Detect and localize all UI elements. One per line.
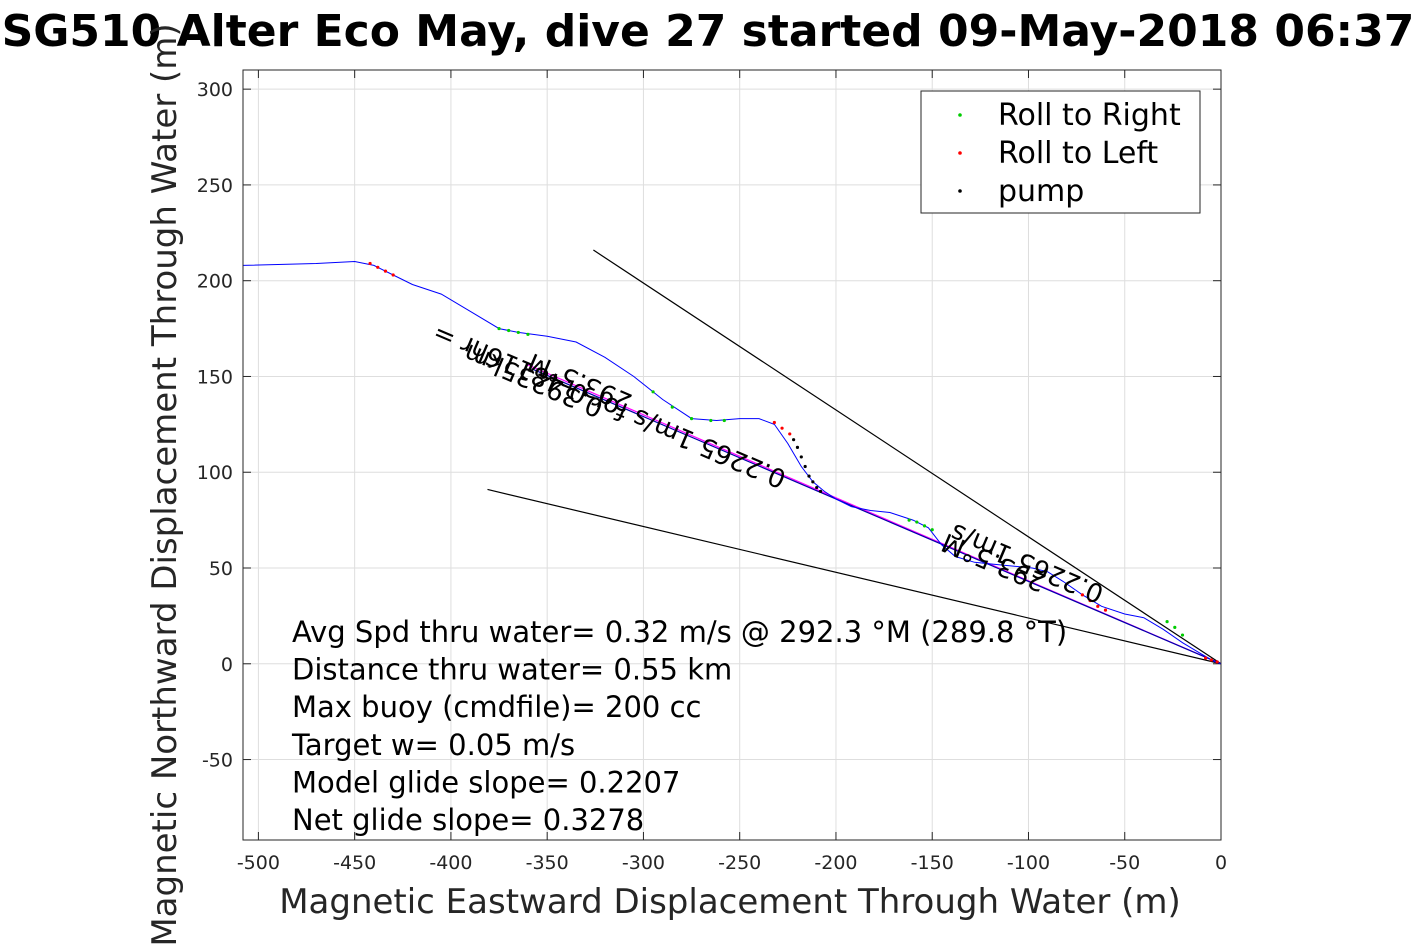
roll-right-point (497, 326, 501, 331)
y-tick-label: 300 (197, 79, 233, 101)
dive-stats: Avg Spd thru water= 0.32 m/s @ 292.3 °M … (291, 615, 1067, 837)
pump-point (815, 485, 819, 490)
roll-right-point (507, 328, 511, 333)
roll-right-point (722, 418, 726, 423)
roll-left-point (368, 261, 372, 266)
roll-right-point (516, 330, 520, 335)
x-tick-label: -250 (718, 852, 761, 874)
roll-right-point (1165, 620, 1169, 624)
roll-right-point (930, 528, 934, 532)
roll-right-point (670, 405, 674, 409)
roll-left-point (1088, 598, 1092, 603)
x-axis-label: Magnetic Eastward Displacement Through W… (279, 882, 1181, 922)
stat-line: Model glide slope= 0.2207 (292, 765, 680, 799)
roll-right-point (907, 518, 911, 522)
x-tick-label: -350 (526, 852, 569, 874)
reference-line (531, 368, 1221, 665)
roll-right-point (915, 520, 919, 524)
pump-point (803, 464, 807, 469)
stat-line: Avg Spd thru water= 0.32 m/s @ 292.3 °M … (292, 615, 1067, 649)
legend-entry: pump (998, 174, 1084, 209)
roll-left-point (391, 273, 395, 277)
pump-point (799, 455, 803, 459)
roll-left-point (1215, 660, 1219, 664)
legend-entry: Roll to Left (998, 136, 1158, 171)
x-tick-label: -50 (1109, 852, 1140, 874)
pump-point (818, 489, 823, 493)
pump-point (795, 445, 800, 449)
roll-left-point (1209, 658, 1213, 662)
y-tick-label: -50 (202, 750, 233, 772)
roll-right-point (709, 418, 713, 423)
stat-line: Distance thru water= 0.55 km (292, 653, 732, 687)
pump-point (792, 438, 796, 442)
legend-box (920, 90, 1201, 214)
x-tick-label: -150 (911, 852, 954, 874)
reference-line (593, 249, 1221, 665)
x-tick-label: -400 (429, 852, 472, 874)
x-tick-label: -200 (814, 852, 857, 874)
legend-marker (958, 113, 962, 117)
roll-right-point (922, 524, 927, 528)
roll-left-point (1096, 604, 1100, 608)
roll-right-point (689, 417, 694, 421)
y-tick-label: 100 (197, 462, 233, 484)
reference-line (487, 488, 1221, 665)
y-tick-label: 200 (197, 271, 233, 293)
roll-left-point (788, 432, 792, 436)
x-tick-label: -500 (237, 852, 280, 874)
pump-point (811, 480, 815, 484)
reference-lines (487, 249, 1221, 665)
stat-line: Target w= 0.05 m/s (291, 728, 575, 762)
x-tick-label: -100 (1007, 852, 1050, 874)
roll-left-point (1103, 608, 1108, 612)
y-tick-label: 0 (221, 654, 233, 676)
roll-left-point (383, 269, 388, 273)
x-tick-label: 0 (1215, 852, 1227, 874)
legend-marker (958, 189, 962, 193)
plot-frame (242, 69, 1222, 841)
roll-left-point (376, 265, 380, 269)
x-axis-ticks: -500 -450 -400 -350 -300 -250 -200 -150 -100 -50 0 (237, 70, 1227, 874)
pump-point (807, 474, 811, 478)
track-line (243, 260, 1221, 665)
y-axis-label: Magnetic Northward Displacement Through … (145, 23, 185, 945)
roll-left-point (772, 420, 776, 425)
legend-marker (958, 151, 962, 155)
y-tick-label: 250 (197, 175, 233, 197)
stat-line: Net glide slope= 0.3278 (292, 803, 644, 837)
x-tick-label: -300 (622, 852, 665, 874)
roll-right-point (651, 390, 655, 394)
chart-title: SG510 Alter Eco May, dive 27 started 09-… (2, 6, 1415, 57)
y-tick-label: 50 (209, 558, 233, 580)
roll-right-point (526, 332, 530, 336)
y-tick-label: 150 (197, 366, 233, 388)
x-tick-label: -450 (333, 852, 376, 874)
stat-line: Max buoy (cmdfile)= 200 cc (292, 690, 701, 724)
roll-left-point (1203, 656, 1208, 660)
roll-right-point (1173, 625, 1177, 629)
roll-points (368, 261, 1219, 664)
roll-left-point (1080, 593, 1084, 597)
roll-right-point (1180, 633, 1185, 637)
roll-left-point (780, 426, 784, 430)
legend-entry: Roll to Right (998, 98, 1181, 133)
y-axis-ticks: -50 0 50 100 150 200 250 300 (197, 79, 1221, 772)
